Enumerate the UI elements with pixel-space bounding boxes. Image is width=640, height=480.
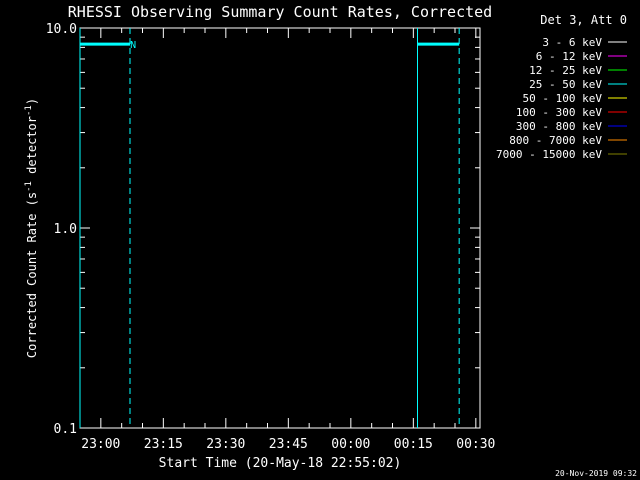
legend-entry-label: 300 - 800 keV <box>516 120 602 133</box>
annotation-label: N <box>130 40 136 51</box>
legend-entry-label: 100 - 300 keV <box>516 106 602 119</box>
x-tick-label: 23:45 <box>269 437 308 452</box>
data-layer: N <box>79 28 460 428</box>
legend-header: Det 3, Att 0 <box>540 13 627 27</box>
legend-entry-label: 6 - 12 keV <box>536 50 603 63</box>
axis-ticks: 0.1 1.0 10.0 23:00 23:15 23:30 23:45 00:00 00:15… <box>46 22 496 452</box>
y-tick-label: 10.0 <box>46 22 77 37</box>
y-tick-label: 0.1 <box>54 422 77 437</box>
legend-entry-label: 3 - 6 keV <box>542 36 602 49</box>
x-axis-label: Start Time (20-May-18 22:55:02) <box>159 456 402 471</box>
legend-entry-label: 7000 - 15000 keV <box>496 148 602 161</box>
y-axis-label: Corrected Count Rate (s-1 detector-1) <box>24 98 39 358</box>
x-tick-label: 23:15 <box>144 437 183 452</box>
y-tick-label: 1.0 <box>54 222 77 237</box>
legend-entry-label: 50 - 100 keV <box>523 92 603 105</box>
legend-entry-label: 25 - 50 keV <box>529 78 602 91</box>
x-tick-label: 00:30 <box>456 437 495 452</box>
legend-entry-label: 12 - 25 keV <box>529 64 602 77</box>
x-tick-label: 23:30 <box>206 437 245 452</box>
svg-text:Corrected Count Rate (s-1 dete: Corrected Count Rate (s-1 detector-1) <box>24 98 39 358</box>
footer-timestamp: 20-Nov-2019 09:32 <box>555 469 637 478</box>
x-tick-label: 00:00 <box>331 437 370 452</box>
chart-title: RHESSI Observing Summary Count Rates, Co… <box>68 3 492 21</box>
y-axis-superscript: -1 <box>24 181 34 192</box>
x-tick-label: 00:15 <box>394 437 433 452</box>
x-tick-label: 23:00 <box>81 437 120 452</box>
legend-entry-label: 800 - 7000 keV <box>509 134 602 147</box>
